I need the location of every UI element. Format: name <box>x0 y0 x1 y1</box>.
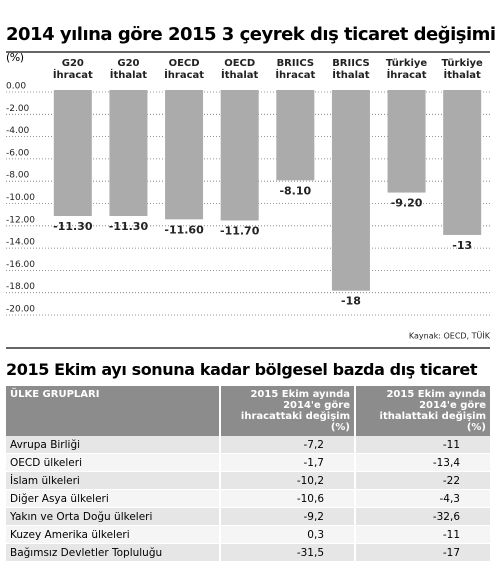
y-tick-label: -6.00 <box>6 148 30 158</box>
x-tick-label: OECD İhracat <box>164 58 205 81</box>
chart-unit: (%) <box>6 51 24 64</box>
value-label: -13 <box>452 239 472 252</box>
bar <box>387 90 426 193</box>
x-tick-label: BRIICS İhracat <box>275 58 316 81</box>
table-row: Diğer Asya ülkeleri -10,6 -4,3 <box>6 489 490 508</box>
table-cell: -22 <box>354 471 490 490</box>
table-row: OECD ülkeleri -1,7 -13,4 <box>6 453 490 472</box>
y-tick-label: 0.00 <box>6 82 26 92</box>
y-tick-label: -14.00 <box>6 238 35 248</box>
table-cell: Kuzey Amerika ülkeleri <box>6 525 220 544</box>
table-cell: -9,2 <box>219 507 355 526</box>
bar <box>109 90 148 216</box>
table-cell: -32,6 <box>354 507 490 526</box>
y-tick-label: -16.00 <box>6 260 35 270</box>
table-row: İslam ülkeleri -10,2 -22 <box>6 471 490 490</box>
table-cell: -10,6 <box>219 489 355 508</box>
value-label: -11.70 <box>220 224 260 237</box>
y-tick-label: -8.00 <box>6 171 30 181</box>
chart: Kaynak: OECD, TÜİK 0.00 -2.00 -4.00 -6.00 -8… <box>6 51 491 349</box>
table-cell: OECD ülkeleri <box>6 453 220 472</box>
y-tick-label: -4.00 <box>6 126 30 136</box>
header-cell: 2015 Ekim ayında 2014'e göre ithalattaki… <box>354 386 490 436</box>
bar <box>53 90 92 216</box>
chart-title-block: 2014 yılına göre 2015 3 çeyrek dış ticar… <box>6 24 496 66</box>
table-cell: -7,2 <box>219 436 355 454</box>
y-tick-label: -2.00 <box>6 104 30 114</box>
value-label: -11.30 <box>109 220 149 233</box>
bar <box>443 90 482 235</box>
table-cell: Yakın ve Orta Doğu ülkeleri <box>6 507 220 526</box>
table-cell: -11 <box>354 525 490 544</box>
table-cell: İslam ülkeleri <box>6 471 220 490</box>
table-cell: -1,7 <box>219 453 355 472</box>
table-cell: -13,4 <box>354 453 490 472</box>
header-row: ÜLKE GRUPLARI 2015 Ekim ayında 2014'e gö… <box>6 386 490 436</box>
y-tick-label: -20.00 <box>6 305 35 315</box>
header-cell: ÜLKE GRUPLARI <box>6 386 220 436</box>
table-cell: -10,2 <box>219 471 355 490</box>
table-row: Avrupa Birliği -7,2 -11 <box>6 436 490 454</box>
table: ÜLKE GRUPLARI 2015 Ekim ayında 2014'e gö… <box>6 386 490 562</box>
bar <box>165 90 204 220</box>
table-cell: Diğer Asya ülkeleri <box>6 489 220 508</box>
header-cell: 2015 Ekim ayında 2014'e göre ihracattaki… <box>219 386 355 436</box>
x-tick-label: OECD İthalat <box>221 58 259 81</box>
table-cell: 0,3 <box>219 525 355 544</box>
x-tick-label: Türkiye İhracat <box>385 58 428 81</box>
value-label: -18 <box>341 295 361 308</box>
table-cell: -31,5 <box>219 543 355 562</box>
value-label: -11.30 <box>53 220 93 233</box>
y-tick-label: -10.00 <box>6 193 35 203</box>
value-label: -8.10 <box>279 184 311 197</box>
y-tick-label: -18.00 <box>6 282 35 292</box>
source: Kaynak: OECD, TÜİK <box>409 331 491 341</box>
value-label: -11.60 <box>164 223 204 236</box>
table-cell: Bağımsız Devletler Topluluğu <box>6 543 220 562</box>
table-row: Bağımsız Devletler Topluluğu -31,5 -17 <box>6 543 490 562</box>
value-label: -9.20 <box>391 197 423 210</box>
x-tick-label: G20 İhracat <box>52 58 93 81</box>
table-cell: -17 <box>354 543 490 562</box>
table-row: Yakın ve Orta Doğu ülkeleri -9,2 -32,6 <box>6 507 490 526</box>
table-title: 2015 Ekim ayı sonuna kadar bölgesel bazd… <box>6 360 478 379</box>
table-cell: -11 <box>354 436 490 454</box>
bar <box>220 90 259 221</box>
bar <box>331 90 370 291</box>
table-row: Kuzey Amerika ülkeleri 0,3 -11 <box>6 525 490 544</box>
x-tick-label: G20 İthalat <box>109 58 148 81</box>
chart-title: 2014 yılına göre 2015 3 çeyrek dış ticar… <box>6 24 496 45</box>
bar <box>276 90 315 181</box>
y-tick-label: -12.00 <box>6 215 35 225</box>
x-tick-label: BRIICS İthalat <box>332 58 370 81</box>
table-cell: Avrupa Birliği <box>6 436 220 454</box>
table-cell: -4,3 <box>354 489 490 508</box>
x-tick-label: Türkiye İthalat <box>441 58 483 81</box>
